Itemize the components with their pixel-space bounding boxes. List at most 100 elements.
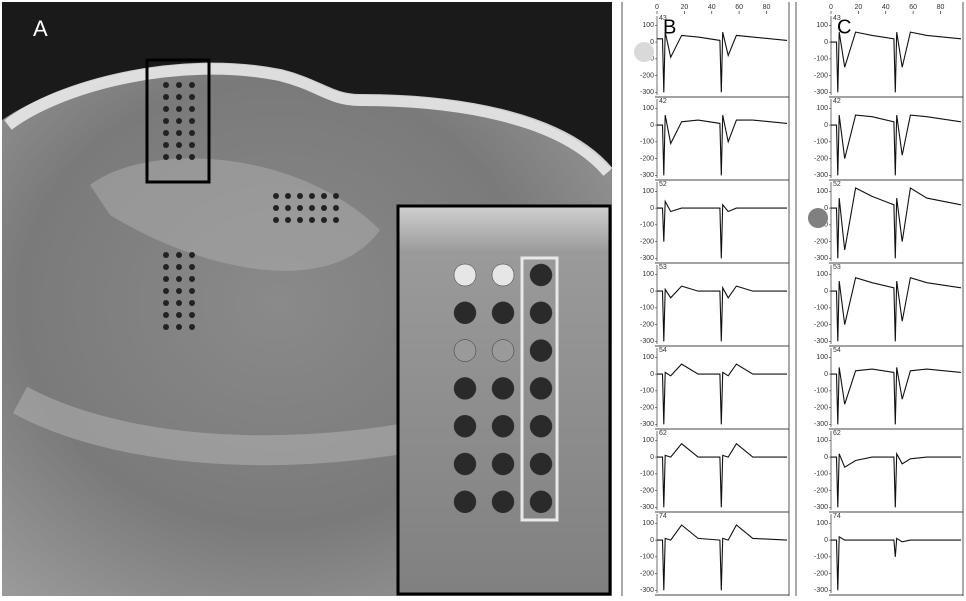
electrode (176, 94, 182, 100)
electrode (176, 106, 182, 112)
y-tick-label: 100 (816, 354, 828, 361)
y-tick-label: -200 (640, 72, 654, 79)
electrode (189, 154, 195, 160)
electrode (297, 217, 303, 223)
electrode (189, 312, 195, 318)
x-tick-label: 80 (763, 4, 771, 11)
inset-electrode (454, 453, 476, 475)
y-tick-label: 0 (824, 122, 828, 129)
inset-electrode (454, 415, 476, 437)
trace (831, 115, 961, 175)
y-tick-label: 100 (642, 354, 654, 361)
electrode (189, 264, 195, 270)
y-tick-label: 0 (650, 371, 654, 378)
y-tick-label: 0 (650, 454, 654, 461)
electrode (321, 205, 327, 211)
y-tick-label: 0 (824, 454, 828, 461)
x-tick-label: 40 (708, 4, 716, 11)
electrode (321, 193, 327, 199)
y-tick-label: 100 (816, 437, 828, 444)
electrode (189, 130, 195, 136)
trace (657, 32, 787, 92)
electrode (189, 288, 195, 294)
electrode (309, 217, 315, 223)
y-tick-label: 100 (642, 520, 654, 527)
trace (657, 201, 787, 258)
channel-label: 74 (659, 513, 667, 520)
channel-label: 54 (659, 347, 667, 354)
y-tick-label: 0 (650, 122, 654, 129)
y-tick-label: -100 (640, 222, 654, 229)
inset-electrode (530, 377, 552, 399)
y-tick-label: -200 (640, 404, 654, 411)
y-tick-label: -300 (814, 504, 828, 511)
y-tick-label: 100 (642, 188, 654, 195)
y-tick-label: -200 (814, 72, 828, 79)
y-tick-label: -100 (640, 139, 654, 146)
y-tick-label: -200 (814, 155, 828, 162)
y-tick-label: -100 (814, 471, 828, 478)
trace (831, 32, 961, 92)
channel-label: 52 (659, 181, 667, 188)
trace (657, 364, 787, 424)
y-tick-label: -300 (640, 172, 654, 179)
trace (657, 115, 787, 175)
electrode (176, 252, 182, 258)
trace (657, 444, 787, 508)
y-tick-label: 100 (642, 271, 654, 278)
inset-electrode (454, 377, 476, 399)
trace (831, 188, 961, 258)
inset-electrode (530, 264, 552, 286)
y-tick-label: 100 (816, 520, 828, 527)
y-tick-label: 0 (824, 371, 828, 378)
trace (831, 278, 961, 342)
y-tick-label: -100 (814, 554, 828, 561)
trace (831, 537, 961, 591)
channel-marker (808, 208, 828, 228)
channel-label: 42 (833, 98, 841, 105)
y-tick-label: -300 (814, 421, 828, 428)
trace (831, 367, 961, 424)
y-tick-label: -300 (640, 89, 654, 96)
electrode (176, 154, 182, 160)
micrograph: A (2, 2, 612, 596)
inset-electrode (454, 491, 476, 513)
electrode (333, 205, 339, 211)
electrode (189, 252, 195, 258)
panel-label: A (33, 16, 48, 41)
x-tick-label: 20 (854, 4, 862, 11)
trace-panels: B020406080431000-100-200-300421000-100-2… (622, 2, 963, 596)
y-tick-label: -200 (814, 487, 828, 494)
channel-label: 62 (659, 430, 667, 437)
electrode (189, 142, 195, 148)
electrode (176, 324, 182, 330)
electrode (189, 276, 195, 282)
x-tick-label: 0 (655, 4, 659, 11)
trace (657, 525, 787, 590)
electrode (176, 312, 182, 318)
inset-electrode (492, 491, 514, 513)
electrode (163, 252, 169, 258)
inset-electrode (530, 491, 552, 513)
electrode (297, 193, 303, 199)
y-tick-label: -100 (814, 305, 828, 312)
y-tick-label: 100 (816, 105, 828, 112)
channel-label: 74 (833, 513, 841, 520)
electrode (163, 264, 169, 270)
electrode (189, 300, 195, 306)
electrode (309, 193, 315, 199)
y-tick-label: -300 (640, 255, 654, 262)
y-tick-label: 100 (816, 188, 828, 195)
inset-electrode (492, 415, 514, 437)
electrode (273, 205, 279, 211)
y-tick-label: -100 (814, 56, 828, 63)
y-tick-label: 100 (816, 271, 828, 278)
inset-electrode (454, 264, 476, 286)
x-tick-label: 40 (882, 4, 890, 11)
electrode (285, 193, 291, 199)
electrode (273, 193, 279, 199)
electrode (176, 130, 182, 136)
electrode (176, 300, 182, 306)
electrode (163, 312, 169, 318)
x-tick-label: 60 (735, 4, 743, 11)
